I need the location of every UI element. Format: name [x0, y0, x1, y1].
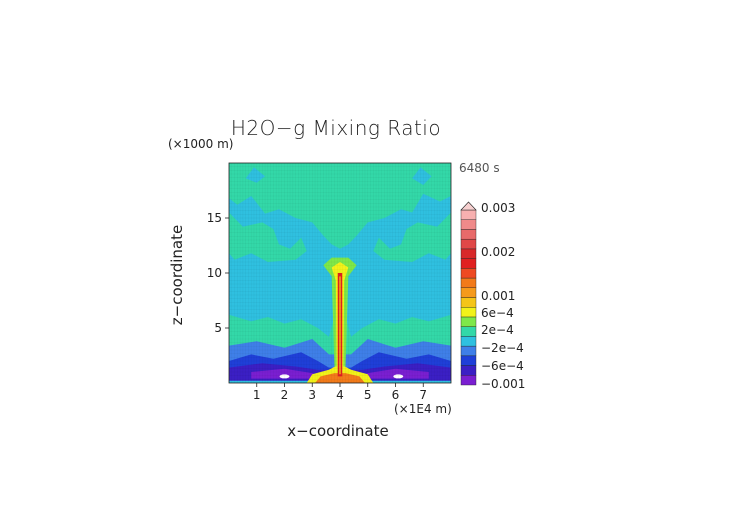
plume-centerline [339, 276, 341, 375]
colorbar-segment [460, 297, 477, 308]
surface-min-left [251, 368, 324, 379]
surface-min-right [356, 368, 429, 379]
band-hole-1 [245, 167, 266, 183]
time-label: 6480 s [459, 161, 500, 175]
y-tick-label: 10 [207, 266, 222, 280]
y-tick-label: 15 [207, 211, 222, 225]
x-tick-label: 2 [281, 388, 289, 402]
colorbar-segment [460, 365, 477, 376]
colorbar-segment [460, 336, 477, 347]
x-tick-label: 6 [392, 388, 400, 402]
chart-title: H2O−g Mixing Ratio [230, 116, 442, 140]
band-hole-2 [412, 167, 432, 185]
colorbar-segment [460, 209, 477, 220]
colorbar-segment [460, 248, 477, 259]
x-tick-label: 5 [364, 388, 372, 402]
x-tick-label: 7 [419, 388, 427, 402]
axes: 1 2 3 4 5 6 7 5 10 15 [207, 162, 452, 402]
colorbar-label: 0.003 [481, 201, 515, 215]
colorbar-segment [460, 258, 477, 269]
colorbar-segment [460, 287, 477, 298]
x-axis-label: x−coordinate [287, 422, 389, 440]
colorbar-label: 6e−4 [481, 306, 514, 320]
colorbar-segment [460, 219, 477, 230]
colorbar-segment [460, 238, 477, 250]
band-left [229, 212, 307, 262]
surface-spot-right [393, 374, 404, 379]
colorbar-segment [460, 355, 477, 366]
x-tick-label: 3 [308, 388, 316, 402]
x-tick-label: 4 [336, 388, 344, 402]
colorbar-label: 2e−4 [481, 323, 514, 337]
colorbar-label: 0.001 [481, 289, 515, 303]
colorbar-segment [460, 229, 477, 240]
surface-spot-left [279, 374, 290, 379]
y-axis-unit: (×1000 m) [168, 137, 234, 151]
colorbar-label: −6e−4 [481, 359, 524, 373]
colorbar-segment [460, 326, 477, 337]
colorbar-segment [460, 316, 477, 327]
x-axis-unit: (×1E4 m) [394, 402, 452, 416]
band-right [373, 212, 451, 262]
y-tick-label: 5 [214, 321, 222, 335]
x-tick-label: 1 [253, 388, 261, 402]
colorbar-segment [460, 307, 477, 318]
colorbar-label: −2e−4 [481, 341, 524, 355]
colorbar: 0.003 0.002 0.001 6e−4 2e−4 −2e−4 −6e−4 −0.001 [460, 201, 525, 391]
colorbar-segment [460, 345, 477, 357]
colorbar-segment [460, 375, 477, 386]
plot-area [228, 162, 452, 384]
colorbar-segment [460, 277, 477, 288]
colorbar-label: −0.001 [481, 377, 525, 391]
colorbar-segment [460, 268, 477, 279]
upper-band [229, 163, 451, 249]
plume-base-orange [315, 373, 365, 383]
colorbar-extend-arrow [460, 201, 477, 211]
colorbar-label: 0.002 [481, 245, 515, 259]
